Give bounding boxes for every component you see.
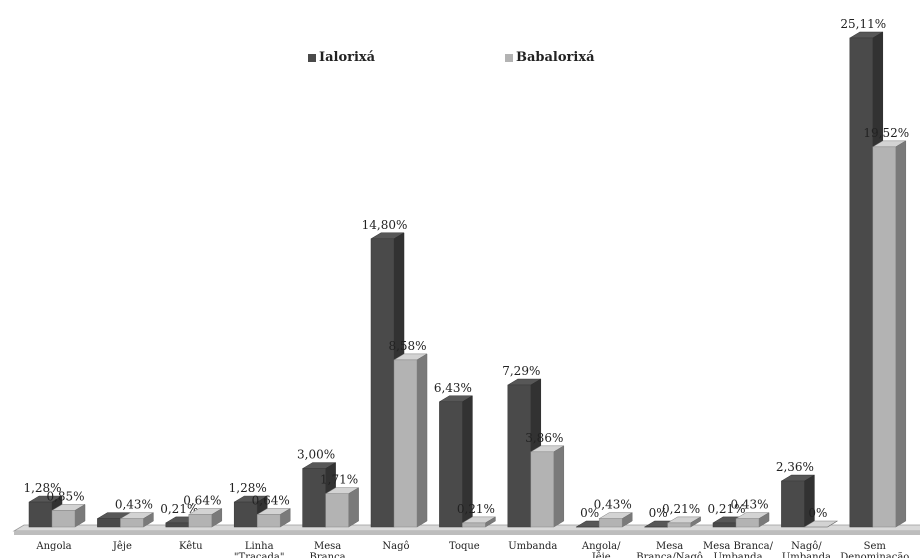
- data-label-s1-c3: 0,64%: [252, 494, 290, 508]
- bar-s1-c12: [872, 146, 897, 528]
- bar-side-s1-c7: [553, 445, 565, 528]
- bar-side-s1-c12: [895, 140, 907, 528]
- bar-s1-c6: [462, 522, 486, 528]
- data-label-s0-c7: 7,29%: [502, 364, 540, 378]
- bar-s1-c9: [667, 522, 691, 528]
- data-label-s1-c6: 0,21%: [457, 502, 495, 516]
- legend-label-ialorixa: Ialorixá: [319, 50, 376, 65]
- data-label-s1-c5: 8,58%: [388, 339, 426, 353]
- data-label-s1-c7: 3,86%: [525, 431, 563, 445]
- x-tick-label-7-0: Umbanda: [508, 541, 557, 552]
- data-label-s0-c5: 14,80%: [362, 218, 408, 232]
- x-tick-label-3-1: "Traçada": [234, 552, 285, 558]
- data-label-s1-c0: 0,85%: [46, 489, 84, 503]
- chart-floor-edge: [14, 531, 920, 535]
- x-tick-label-9-0: Mesa: [656, 541, 683, 552]
- data-label-s0-c6: 6,43%: [434, 381, 472, 395]
- x-tick-label-6-0: Toque: [449, 541, 480, 552]
- x-tick-label-5-0: Nagô: [382, 541, 409, 552]
- data-label-s1-c11: 0%: [808, 506, 827, 520]
- bar-s1-c2: [188, 514, 213, 528]
- bar-s0-c11: [781, 480, 805, 528]
- x-tick-label-11-0: Nagô/: [791, 541, 822, 552]
- legend-label-babalorixa: Babalorixá: [516, 50, 595, 65]
- data-label-s0-c9: 0%: [649, 506, 668, 520]
- bar-side-s1-c11: [827, 520, 838, 528]
- data-label-s0-c12: 25,11%: [840, 17, 886, 31]
- x-tick-label-8-0: Angola/: [581, 541, 621, 552]
- bar-s1-c5: [393, 359, 418, 528]
- bar-s1-c10: [735, 518, 760, 528]
- bar-s1-c1: [120, 518, 144, 528]
- data-label-s0-c0: 1,28%: [23, 481, 61, 495]
- bar-s0-c0: [28, 501, 53, 528]
- bar-s0-c2: [165, 522, 190, 528]
- data-label-s0-c4: 3,00%: [297, 448, 335, 462]
- data-label-s0-c2: 0,21%: [160, 502, 198, 516]
- data-label-s0-c3: 1,28%: [229, 481, 267, 495]
- data-label-s1-c12: 19,52%: [863, 126, 909, 140]
- data-label-s0-c11: 2,36%: [776, 460, 814, 474]
- bar-s1-c4: [325, 493, 349, 528]
- x-tick-label-12-1: Denominação: [840, 552, 909, 558]
- x-tick-label-4-0: Mesa: [314, 541, 341, 552]
- x-tick-label-11-1: Umbanda: [782, 552, 831, 558]
- bar-s1-c0: [51, 510, 76, 528]
- data-label-s1-c1: 0,43%: [115, 498, 153, 512]
- data-label-s1-c4: 1,71%: [320, 473, 358, 487]
- bar-side-s1-c4: [348, 487, 359, 528]
- bar-s1-c3: [256, 514, 281, 528]
- data-label-s0-c10: 0,21%: [707, 502, 745, 516]
- bar-side-s1-c5: [416, 353, 428, 528]
- data-label-s1-c10: 0,43%: [730, 498, 768, 512]
- legend-swatch-babalorixa: [505, 53, 513, 62]
- bar-s1-c7: [530, 451, 555, 528]
- legend-item-babalorixa: Babalorixá: [505, 50, 595, 65]
- bar-s0-c5: [370, 238, 395, 528]
- x-tick-label-10-1: Umbanda: [713, 552, 762, 558]
- data-label-s0-c8: 0%: [580, 506, 599, 520]
- bar-s1-c8: [598, 518, 623, 528]
- x-tick-label-2-0: Kêtu: [179, 541, 203, 552]
- bar-s0-c6: [439, 401, 463, 528]
- x-tick-label-1-0: Jêje: [112, 541, 132, 552]
- data-label-s1-c2: 0,64%: [183, 494, 221, 508]
- bar-s0-c10: [712, 522, 737, 528]
- x-tick-label-3-0: Linha: [245, 541, 274, 552]
- x-tick-label-4-1: Branca: [310, 552, 346, 558]
- data-label-s1-c9: 0,21%: [662, 502, 700, 516]
- data-label-s1-c8: 0,43%: [594, 498, 632, 512]
- bar-s0-c12: [849, 37, 874, 528]
- bar-s0-c1: [97, 518, 121, 528]
- x-tick-label-10-0: Mesa Branca/: [703, 541, 774, 552]
- x-tick-label-8-1: Jêje: [591, 552, 611, 558]
- x-tick-label-12-0: Sem: [864, 541, 887, 552]
- x-tick-label-0-0: Angola: [35, 541, 71, 552]
- legend-swatch-ialorixa: [308, 53, 316, 62]
- bar-s0-c7: [507, 384, 532, 528]
- legend-item-ialorixa: Ialorixá: [308, 50, 375, 65]
- x-tick-label-9-1: Branca/Nagô: [636, 552, 703, 558]
